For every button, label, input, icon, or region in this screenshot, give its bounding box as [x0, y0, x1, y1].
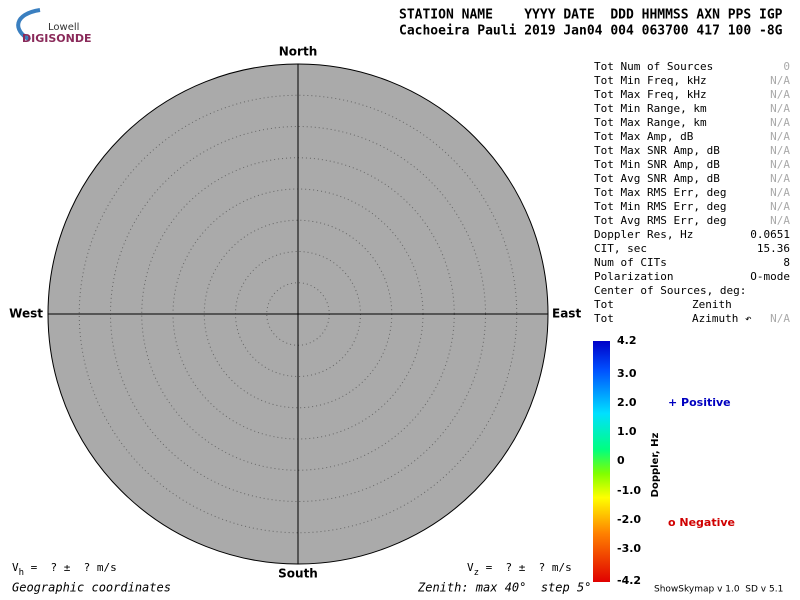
- vz-label: Vz = ? ± ? m/s: [467, 561, 572, 578]
- center-title: Center of Sources, deg:: [594, 284, 746, 297]
- stat-value: 8: [783, 256, 790, 269]
- stat-label: Tot Max RMS Err, deg: [594, 186, 726, 199]
- symbol: V: [467, 561, 474, 574]
- colorbar-tick-label: 3.0: [617, 367, 637, 380]
- stat-label: Tot Min Freq, kHz: [594, 74, 707, 87]
- stat-label: Num of CITs: [594, 256, 667, 269]
- subscript: h: [19, 568, 24, 578]
- colorbar-tick-label: -3.0: [617, 542, 641, 555]
- center-label: Tot: [594, 312, 614, 325]
- direction-label: North: [279, 45, 317, 59]
- center-value: N/A: [770, 312, 790, 325]
- logo-bottom: DIGISONDE: [22, 32, 91, 45]
- symbol: V: [12, 561, 19, 574]
- vz-text: = ? ± ? m/s: [479, 561, 572, 574]
- direction-label: East: [552, 307, 581, 321]
- stats-table: Tot Num of Sources 0 Tot Min Freq, kHz N/A T…: [594, 60, 790, 283]
- coordinates: Geographic coordinates: [12, 581, 171, 595]
- stat-value: N/A: [770, 214, 790, 227]
- direction-label: West: [9, 307, 43, 321]
- stat-value: N/A: [770, 116, 790, 129]
- colorbar-tick-label: 2.0: [617, 396, 637, 409]
- colorbar-tick-label: -4.2: [617, 574, 641, 587]
- vh-text: = ? ± ? m/s: [24, 561, 117, 574]
- colorbar-tick-label: 1.0: [617, 425, 637, 438]
- stat-value: 0.0651: [750, 228, 790, 241]
- stat-value: N/A: [770, 186, 790, 199]
- colorbar-title: Doppler, Hz: [650, 433, 661, 498]
- stat-label: Tot Avg SNR Amp, dB: [594, 172, 720, 185]
- colorbar-tick-label: -1.0: [617, 484, 641, 497]
- stat-label: Polarization: [594, 270, 673, 283]
- stat-value: O-mode: [750, 270, 790, 283]
- polar-plot: [47, 63, 549, 565]
- stat-label: CIT, sec: [594, 242, 647, 255]
- stat-label: Tot Num of Sources: [594, 60, 713, 73]
- subscript: z: [474, 568, 479, 578]
- colorbar-ticks: 4.2 3.0 2.0 1.0 0 -1.0 -2.0 -3.0 -4.2: [617, 334, 641, 587]
- logo-top: Lowell: [48, 22, 79, 33]
- stat-label: Tot Min Range, km: [594, 102, 707, 115]
- header-columns: STATION NAME YYYY DATE DDD HHMMSS AXN PP…: [399, 8, 783, 23]
- stat-label: Tot Min RMS Err, deg: [594, 200, 726, 213]
- header-values: Cachoeira Pauli 2019 Jan04 004 063700 41…: [399, 24, 783, 39]
- stat-label: Tot Min SNR Amp, dB: [594, 158, 720, 171]
- stat-value: N/A: [770, 200, 790, 213]
- stat-value: N/A: [770, 158, 790, 171]
- colorbar-tick-label: 0: [617, 454, 625, 467]
- stat-label: Doppler Res, Hz: [594, 228, 693, 241]
- stat-label: Tot Max SNR Amp, dB: [594, 144, 720, 157]
- stat-value: N/A: [770, 102, 790, 115]
- direction-label: South: [278, 567, 318, 581]
- stat-value: N/A: [770, 130, 790, 143]
- stat-value: 15.36: [757, 242, 790, 255]
- legend-negative: o Negative: [668, 516, 735, 529]
- stat-label: Tot Max Range, km: [594, 116, 707, 129]
- legend-positive: + Positive: [668, 396, 731, 409]
- stat-value: N/A: [770, 172, 790, 185]
- colorbar-tick-label: -2.0: [617, 513, 641, 526]
- stat-label: Tot Max Freq, kHz: [594, 88, 707, 101]
- center-label: Tot: [594, 298, 614, 311]
- vh-label: Vh = ? ± ? m/s: [12, 561, 117, 578]
- stat-value: N/A: [770, 74, 790, 87]
- stat-value: 0: [783, 60, 790, 73]
- center-name: Zenith: [692, 298, 732, 311]
- stat-label: Tot Max Amp, dB: [594, 130, 694, 143]
- center-name: Azimuth ↶: [692, 312, 752, 325]
- stat-value: N/A: [770, 88, 790, 101]
- stat-label: Tot Avg RMS Err, deg: [594, 214, 726, 227]
- stat-value: N/A: [770, 144, 790, 157]
- logo-swoosh: [16, 8, 41, 42]
- colorbar: [593, 341, 610, 582]
- version: ShowSkymap v 1.0 SD v 5.1: [654, 585, 783, 595]
- zenith-info: Zenith: max 40° step 5°: [417, 581, 591, 595]
- colorbar-tick-label: 4.2: [617, 334, 637, 347]
